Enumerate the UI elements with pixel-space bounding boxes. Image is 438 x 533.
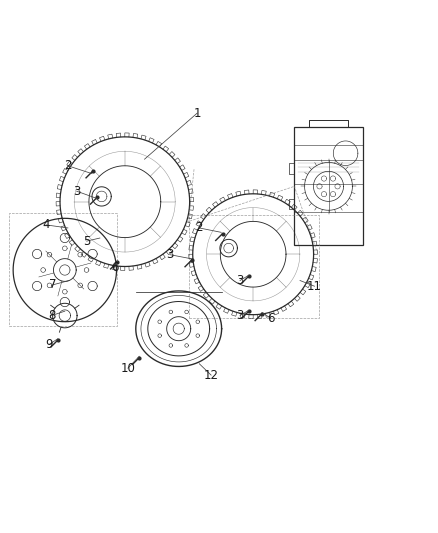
Text: 4: 4: [42, 219, 50, 231]
Text: 5: 5: [83, 235, 90, 248]
Text: 3: 3: [73, 184, 80, 198]
Text: 12: 12: [204, 369, 219, 382]
Text: 2: 2: [195, 221, 203, 235]
Text: 3: 3: [237, 274, 244, 287]
Text: 3: 3: [237, 309, 244, 322]
Text: 3: 3: [166, 248, 173, 261]
Bar: [294, 127, 363, 246]
Text: 9: 9: [45, 338, 53, 351]
Text: 7: 7: [49, 278, 57, 292]
Text: 8: 8: [48, 309, 55, 322]
Text: 6: 6: [267, 312, 275, 325]
Text: 1: 1: [193, 107, 201, 120]
Text: 11: 11: [307, 280, 322, 293]
Text: 10: 10: [120, 361, 135, 375]
Text: 2: 2: [64, 159, 72, 172]
Text: 6: 6: [111, 261, 119, 274]
